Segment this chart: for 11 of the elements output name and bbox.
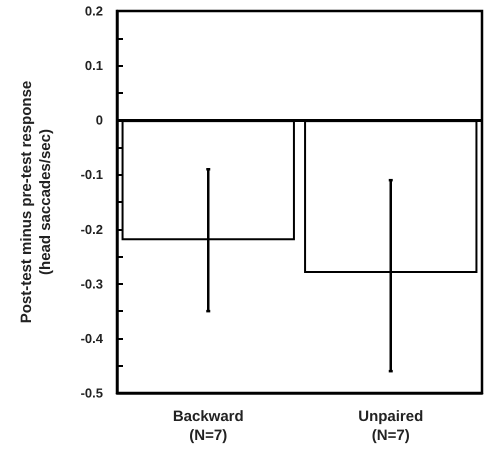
y-tick-label: -0.1	[80, 167, 103, 182]
y-tick-label: -0.4	[80, 330, 104, 346]
y-tick-label: 0	[96, 112, 103, 128]
y-tick-label: -0.5	[80, 386, 103, 400]
y-tick-label: -0.3	[80, 276, 103, 292]
y-tick-label: 0.2	[84, 4, 103, 18]
x-tick-label: Unpaired (N=7)	[358, 408, 424, 444]
x-tick-label: Backward (N=7)	[172, 408, 244, 444]
y-tick-label: 0.1	[84, 58, 103, 74]
y-tick-label: -0.2	[80, 222, 103, 237]
y-axis-title: Post-test minus pre-test response (head saccades/sec)	[18, 80, 54, 324]
